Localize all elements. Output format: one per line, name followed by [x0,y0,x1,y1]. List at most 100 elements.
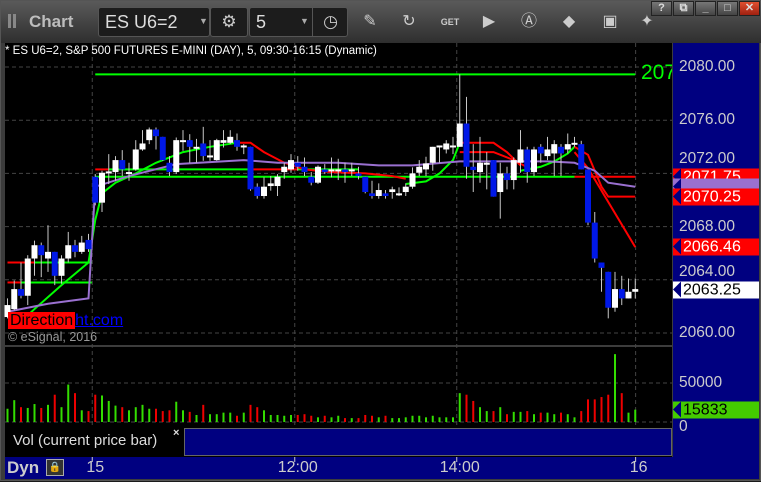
candle-body [348,169,355,172]
indicator-line [405,142,461,186]
candle-body [483,162,490,165]
candle-body [531,149,537,173]
candle-body [369,193,375,197]
time-tick-label: 15 [86,459,105,476]
candle-body [443,143,450,150]
chevron-down-icon[interactable]: ▼ [300,16,309,26]
candle-body [180,140,186,143]
candle-body [119,160,126,170]
clock-icon[interactable]: ◷ [312,8,348,36]
candle-body [558,146,564,154]
candle-body [591,222,598,259]
candle-body [315,166,321,183]
candle-body [301,166,308,173]
price-tick-label: 2064.00 [679,263,736,281]
minimize-button[interactable]: _ [695,1,716,16]
close-study-icon[interactable]: × [173,427,180,439]
price-axis[interactable]: 2080.00 2076.00 2072.00 2068.00 2064.00 2060.… [673,43,759,457]
candle-body [402,186,409,193]
link-icon[interactable]: ◆ [562,13,576,30]
candle-body [571,142,578,145]
interval-input[interactable]: 5 [256,12,267,32]
candle-body [247,146,254,190]
volume-label-row: Vol (current price bar) × [5,425,672,457]
candle-body [200,143,207,157]
candle-body [585,169,591,223]
volume-tick-label: 0 [679,418,688,436]
price-tick-label: 2060.00 [679,324,736,341]
candle-body [423,163,429,170]
candle-body [477,162,483,173]
close-button[interactable]: ✕ [739,1,760,16]
candle-body [85,239,92,250]
watermark-part-a: Direction [8,312,76,329]
symbol-settings-button[interactable]: ⚙ [210,7,248,37]
watermark: Direction ht.com [8,312,123,330]
drag-grip-icon[interactable] [8,14,16,28]
candle-body [58,258,65,276]
indicator-line [13,141,238,329]
candle-body [389,189,396,193]
title-bar[interactable]: Chart ES U6=2 ▼ ⚙ 5 ▼ ◷ ✎ ↻ GET ▶ Ⓐ ◆ ▣ … [1,1,761,43]
candle-body [92,176,99,203]
candle-body [139,143,146,150]
price-pane[interactable] [5,43,672,345]
candle-body [132,149,139,170]
a-icon[interactable]: Ⓐ [520,13,537,30]
time-axis[interactable]: Dyn 🔒 15 12:00 14:00 16 [5,457,759,479]
candle-body [153,129,159,137]
volume-tick-label: 50000 [679,374,723,391]
watermark-part-b[interactable]: ht.com [75,312,124,329]
maximize-button[interactable]: □ [717,1,738,16]
get-icon[interactable]: GET [440,17,460,27]
symbol-selector[interactable]: ES U6=2 ▼ [98,7,210,37]
candle-body [78,242,85,252]
candle-body [288,160,294,170]
candle-body [227,136,234,143]
candle-body [497,173,504,193]
restore-button[interactable]: ⧉ [673,1,694,16]
candle-body [281,166,288,173]
symbol-input[interactable]: ES U6=2 [105,12,178,32]
candle-body [605,271,612,308]
candle-body [234,140,240,147]
comment-icon[interactable]: ▣ [602,13,618,30]
candle-body [146,129,153,141]
candle-body [18,289,24,296]
time-tick-label: 14:00 [439,459,480,476]
price-tick-label: 2076.00 [679,111,736,129]
volume-current-marker: 15833 [673,401,759,419]
candle-body [4,305,11,318]
interval-selector[interactable]: 5 ▼ ◷ [249,7,348,37]
play-icon[interactable]: ▶ [482,13,496,30]
candle-body [510,160,517,181]
twitter-icon[interactable]: ✦ [640,13,654,30]
refresh-chart-icon[interactable]: ↻ [402,13,416,30]
candle-body [456,123,463,147]
candle-body [11,289,18,310]
candle-body [362,176,369,193]
volume-study-label[interactable]: Vol (current price bar) [13,432,158,449]
candle-body [490,160,497,197]
candle-body [612,289,618,308]
candle-body [335,169,342,172]
candle-body [274,176,281,187]
help-button[interactable]: ? [651,1,672,16]
top-level-label: 207 [641,61,672,84]
candle-body [261,186,267,197]
candle-body [254,186,261,197]
dynamic-mode-label[interactable]: Dyn [7,458,40,477]
candle-body [463,123,470,167]
lock-clock-icon[interactable]: 🔒 [46,459,64,476]
chevron-down-icon[interactable]: ▼ [199,16,208,26]
price-marker: 2070.25 [673,188,759,206]
time-tick-label: 16 [629,459,648,476]
candle-body [105,171,112,174]
pencil-icon[interactable]: ✎ [363,13,377,30]
candle-body [166,162,173,173]
candle-body [598,262,605,268]
price-marker: 2066.46 [673,238,759,256]
price-tick-label: 2068.00 [679,217,736,235]
